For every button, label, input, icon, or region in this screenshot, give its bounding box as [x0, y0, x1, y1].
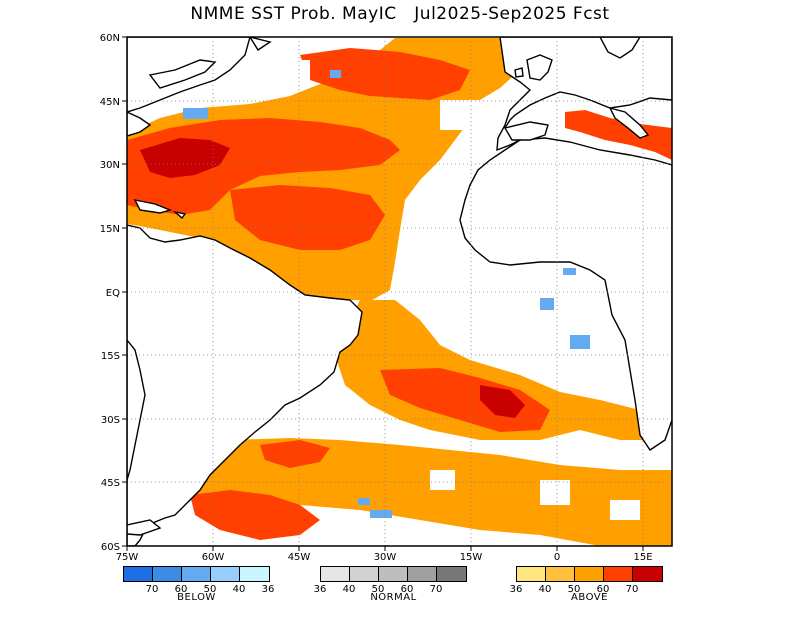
x-tick-label: 0 [554, 552, 560, 563]
legend-tick: 36 [261, 584, 275, 595]
southern-ocean-core [190, 490, 320, 540]
subtropical-atlantic-band [230, 185, 385, 250]
legend-tick: 40 [538, 584, 552, 595]
legend-tick: 70 [145, 584, 159, 595]
legend-above-colorbar [516, 566, 663, 582]
land-masses [127, 37, 672, 546]
map-title: NMME SST Prob. MayIC Jul2025-Sep2025 Fcs… [190, 4, 610, 24]
legend-tick: 36 [313, 584, 327, 595]
x-tick-label: 30W [374, 552, 397, 563]
legend-above: 36 40 50 60 70 ABOVE [510, 566, 663, 603]
legend-swatch [240, 567, 269, 581]
graticule [127, 37, 672, 546]
y-tick-label: 60S [101, 542, 120, 553]
legend-swatch [517, 567, 546, 581]
legend-normal-colorbar [320, 566, 467, 582]
legend-tick: 36 [509, 584, 523, 595]
legend-swatch [408, 567, 437, 581]
x-axis-labels: 75W 60W 45W 30W 15W 0 15E [116, 552, 653, 563]
legend-swatch [546, 567, 575, 581]
legend-swatch [182, 567, 211, 581]
south-central-warm-patch [260, 440, 330, 468]
no-signal-patches [280, 60, 640, 520]
north-america [127, 37, 251, 113]
south-america-west [127, 338, 146, 481]
legend-tick: 70 [625, 584, 639, 595]
legend-tick: 50 [371, 584, 385, 595]
legend-swatch [575, 567, 604, 581]
y-tick-label: 45S [101, 478, 120, 489]
legend-normal-label: NORMAL [370, 592, 417, 603]
antarctic-peninsula-tip [127, 519, 162, 536]
italy-peninsula [608, 106, 650, 139]
legend-swatch [350, 567, 379, 581]
legend-above-label: ABOVE [571, 592, 608, 603]
x-tick-label: 60W [202, 552, 225, 563]
tick-marks [122, 36, 644, 551]
legend-below-colorbar [123, 566, 270, 582]
gulf-stream-peak [140, 138, 230, 178]
legend-tick: 60 [400, 584, 414, 595]
legend-below-label: BELOW [177, 592, 216, 603]
legend-swatch [153, 567, 182, 581]
africa [459, 137, 672, 451]
y-tick-label: 30N [100, 160, 120, 171]
legend-swatch [437, 567, 466, 581]
legend-tick: 40 [232, 584, 246, 595]
greenland-coast [249, 37, 272, 51]
legend-normal: 36 40 50 60 70 NORMAL [314, 566, 467, 603]
british-isles [514, 54, 553, 81]
legend-tick: 70 [429, 584, 443, 595]
legend-tick: 40 [342, 584, 356, 595]
x-tick-label: 15E [633, 552, 652, 563]
central-america [127, 224, 363, 546]
north-america-east-coast [127, 111, 152, 137]
south-atlantic-peak [480, 385, 525, 418]
legend-swatch [633, 567, 662, 581]
iberia [503, 121, 549, 141]
legend-tick: 50 [203, 584, 217, 595]
legend-swatch [211, 567, 240, 581]
legend-swatch [124, 567, 153, 581]
y-tick-label: EQ [106, 288, 120, 299]
mediterranean-warm [565, 110, 672, 160]
legend-swatch [604, 567, 633, 581]
y-tick-label: 15S [101, 351, 120, 362]
legend-tick: 50 [567, 584, 581, 595]
scandinavia [599, 37, 641, 59]
y-tick-label: 15N [100, 224, 120, 235]
caribbean-islands [133, 199, 187, 220]
legend-tick: 60 [174, 584, 188, 595]
y-tick-label: 30S [101, 415, 120, 426]
legend-swatch [379, 567, 408, 581]
y-axis-labels: 60N 45N 30N 15N EQ 15S 30S 45S 60S [100, 33, 120, 553]
x-tick-label: 45W [288, 552, 311, 563]
x-tick-label: 75W [116, 552, 139, 563]
above-normal-shading [127, 38, 672, 546]
y-tick-label: 60N [100, 33, 120, 44]
x-tick-label: 15W [460, 552, 483, 563]
legend-swatch [321, 567, 350, 581]
legend-tick: 60 [596, 584, 610, 595]
y-tick-label: 45N [100, 97, 120, 108]
legend-below: 70 60 50 40 36 BELOW [123, 566, 274, 603]
